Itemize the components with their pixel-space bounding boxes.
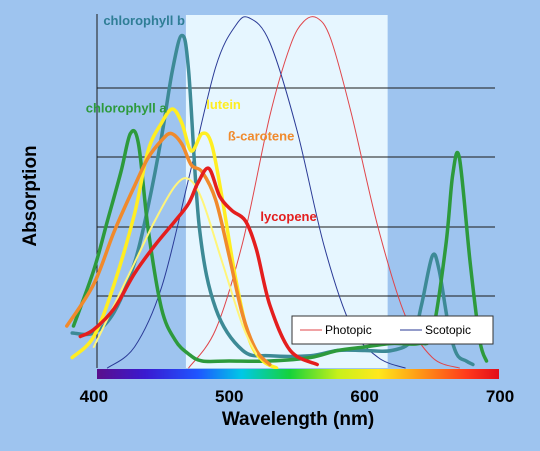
series-label: ß-carotene: [228, 129, 294, 144]
y-axis-title: Absorption: [20, 145, 41, 246]
series-label: chlorophyll b: [103, 13, 185, 28]
x-tick-label: 400: [80, 387, 108, 406]
series-line-photopic: [188, 16, 460, 369]
x-axis-title: Wavelength (nm): [222, 409, 374, 430]
spectrum-bar: [97, 369, 499, 379]
series-line-lycopene: [78, 166, 319, 367]
x-tick-label: 600: [350, 387, 378, 406]
x-tick-label: 500: [215, 387, 243, 406]
x-tick-label: 700: [486, 387, 514, 406]
series-label: lycopene: [260, 209, 316, 224]
legend-box: [291, 315, 494, 345]
series-line-chlorophyll-a: [71, 128, 489, 364]
legend-entry: Scotopic: [425, 323, 471, 337]
series-line--carotene: [65, 131, 272, 367]
series-line-unlabeled-6: [92, 177, 258, 355]
series-label: lutein: [206, 97, 241, 112]
legend-entry: Photopic: [325, 323, 372, 337]
series-label: chlorophyll a: [86, 101, 168, 116]
